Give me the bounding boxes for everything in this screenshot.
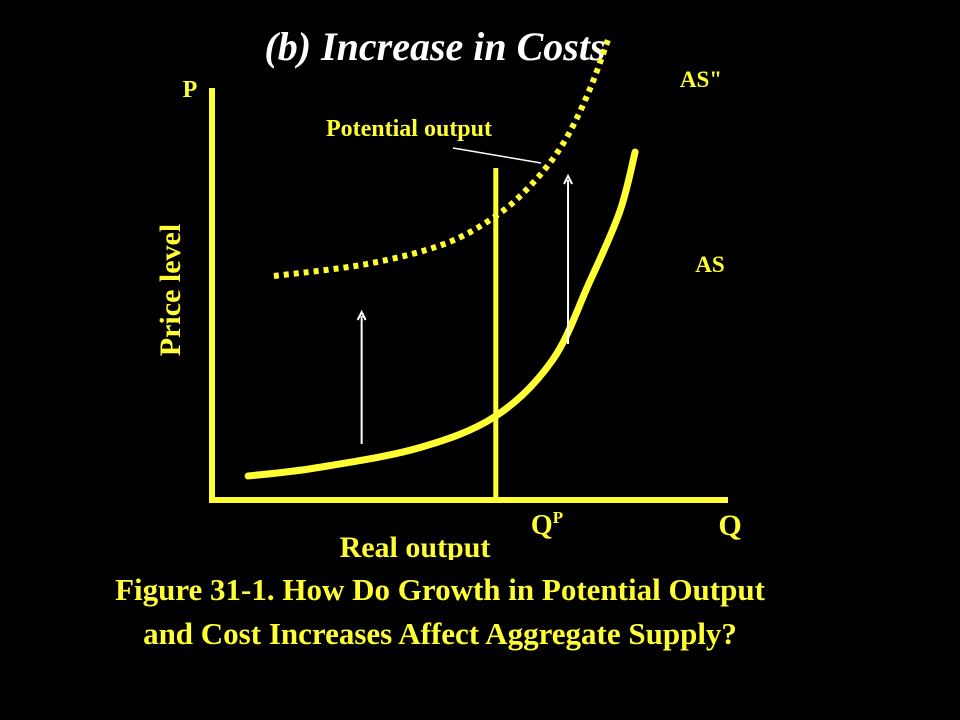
y-axis-letter: P: [183, 77, 198, 103]
as-shifted-curve: [273, 34, 613, 279]
potential-output-label: Potential output: [326, 116, 492, 142]
shift-arrow-head-1: [356, 309, 367, 321]
series-label-as-shifted: AS": [680, 67, 722, 92]
series-label-as: AS: [695, 252, 724, 277]
x-axis-letter: Q: [718, 509, 741, 542]
potential-output-tick-sup: P: [553, 508, 563, 527]
as-curve: [244, 148, 639, 480]
chart: (b) Increase in Costs P Q Price level Re…: [154, 24, 742, 560]
chart-title: (b) Increase in Costs: [264, 24, 605, 69]
figure-caption-line-1: Figure 31-1. How Do Growth in Potential …: [115, 572, 765, 607]
shift-arrow-head-2: [563, 173, 573, 185]
y-axis-label: Price level: [154, 224, 187, 356]
potential-output-tick: QP: [531, 508, 563, 541]
x-axis-label: Real output: [340, 531, 491, 560]
potential-output-pointer: [452, 147, 542, 164]
potential-output-tick-letter: Q: [531, 510, 553, 541]
curves: [244, 34, 639, 500]
axes: [209, 88, 728, 503]
figure-caption-line-2: and Cost Increases Affect Aggregate Supp…: [143, 616, 737, 651]
